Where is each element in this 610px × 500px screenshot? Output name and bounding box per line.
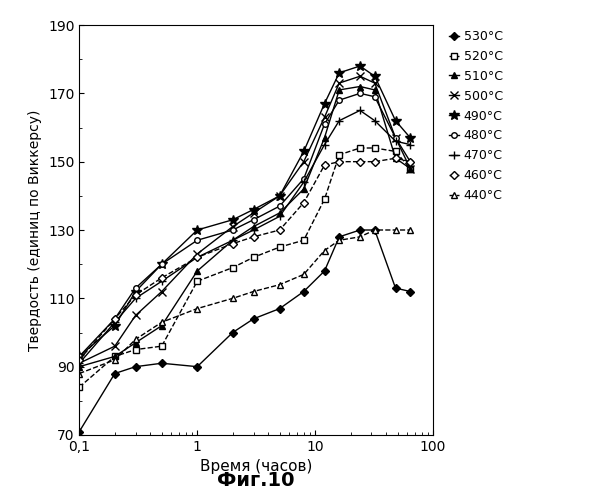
Y-axis label: Твердость (единиц по Виккерсу): Твердость (единиц по Виккерсу) (29, 110, 42, 350)
X-axis label: Время (часов): Время (часов) (200, 460, 312, 474)
Legend: 530°C, 520°C, 510°C, 500°C, 490°C, 480°C, 470°C, 460°C, 440°C: 530°C, 520°C, 510°C, 500°C, 490°C, 480°C… (443, 25, 508, 207)
Text: Фиг.10: Фиг.10 (217, 471, 295, 490)
